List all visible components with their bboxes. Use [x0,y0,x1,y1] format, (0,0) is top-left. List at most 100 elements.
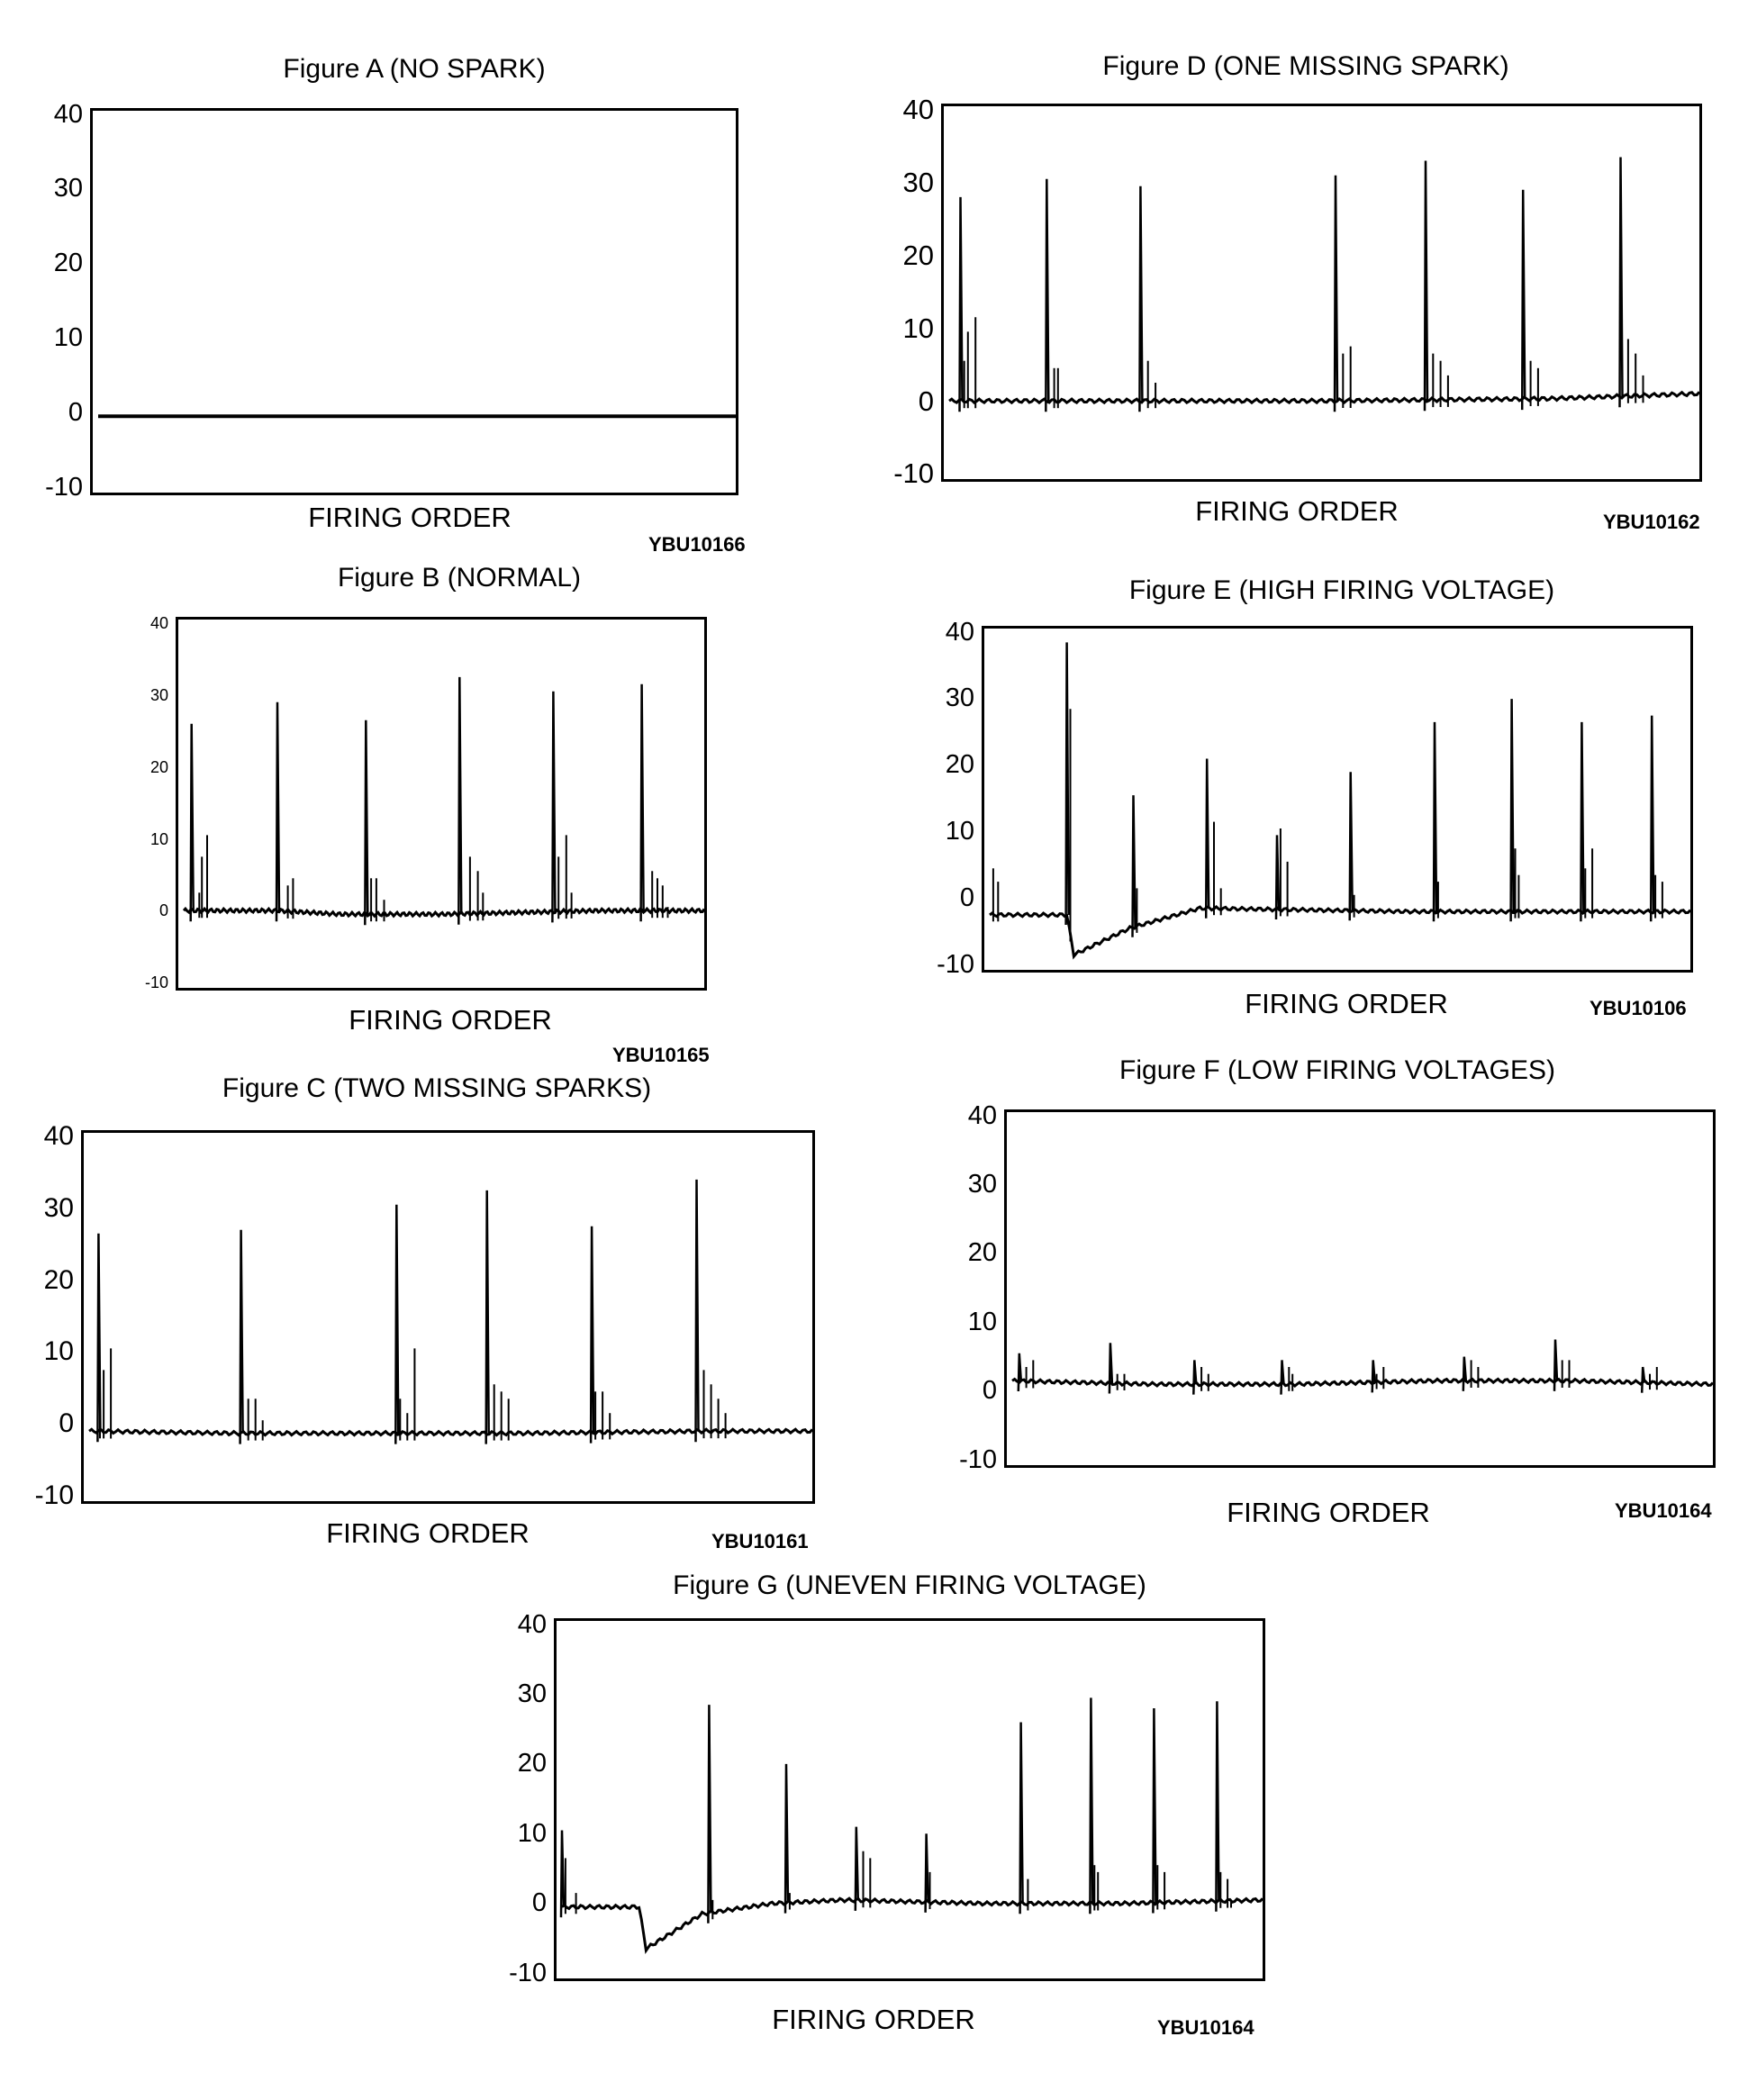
figure-code-g: YBU10164 [1157,2016,1254,2039]
chart-title-d: Figure D (ONE MISSING SPARK) [1102,51,1509,81]
plot-area-d [941,104,1702,482]
firing-spike [1280,1360,1285,1395]
firing-spike [1138,186,1144,412]
y-tick-label: 30 [945,683,974,713]
figure-code-e: YBU10106 [1590,997,1687,1019]
firing-spike [854,1826,860,1911]
chart-title-e: Figure E (HIGH FIRING VOLTAGE) [1128,575,1555,605]
firing-spike [96,1233,102,1443]
y-tick-label: 0 [531,1888,547,1918]
x-axis-label-d: FIRING ORDER [1195,495,1399,527]
y-tick-label: 40 [967,1100,997,1130]
firing-spike [783,1763,790,1914]
firing-spike [1274,835,1281,920]
firing-spike [1348,772,1354,921]
firing-spike [1045,178,1050,412]
y-tick-label: 40 [43,1121,74,1151]
y-tick-label: 40 [517,1609,547,1639]
y-tick-label: 40 [53,99,83,129]
x-axis-label-g: FIRING ORDER [772,2004,975,2035]
y-tick-label: 30 [149,686,168,704]
firing-spike [1333,175,1339,412]
baseline-trace [182,906,706,919]
firing-spike [1017,1353,1023,1392]
y-tick-label: 20 [149,757,168,776]
y-tick-label: 30 [967,1170,997,1199]
baseline-trace [989,905,1692,960]
y-tick-label: 0 [59,1408,74,1439]
y-tick-label: 0 [959,883,974,912]
firing-spike [694,1179,700,1443]
firing-spike [1131,795,1137,937]
chart-title-g: Figure G (UNEVEN FIRING VOLTAGE) [673,1570,1146,1600]
firing-spike [589,1226,595,1444]
baseline-trace [561,1896,1264,1954]
plot-area-e [982,626,1693,973]
figure-code-d: YBU10162 [1603,511,1700,533]
y-tick-label: 10 [43,1336,74,1367]
firing-spike [189,723,195,922]
waveform-svg-g [559,1697,1264,1954]
y-tick-label: -10 [959,1444,997,1474]
firing-spike [364,720,369,926]
plot-area-b [176,617,707,991]
firing-spike [1204,758,1210,919]
chart-title-f: Figure F (LOW FIRING VOLTAGES) [1119,1055,1555,1085]
waveform-svg-c [88,1179,814,1444]
x-axis-label-b: FIRING ORDER [349,1004,552,1036]
y-tick-label: 0 [918,385,934,417]
y-tick-label: 0 [158,901,168,920]
y-tick-label: -10 [509,1958,547,1987]
y-tick-label: 10 [902,312,934,344]
firing-spike [1649,715,1655,922]
firing-spike [1089,1697,1094,1914]
firing-spike [1371,1360,1376,1393]
firing-spike [958,196,964,412]
firing-spike [394,1204,400,1444]
y-tick-label: -10 [34,1480,74,1510]
plot-area-f [1004,1109,1716,1468]
waveform-svg-a [98,414,736,419]
plot-area-g [554,1618,1265,1981]
y-tick-label: 20 [945,750,974,780]
firing-spike [924,1833,929,1913]
y-tick-label: 10 [945,817,974,846]
firing-spike [239,1229,244,1444]
firing-spike [275,702,281,922]
y-tick-label: 20 [517,1749,547,1779]
figure-code-b: YBU10165 [612,1044,710,1066]
baseline-trace [88,1427,814,1437]
y-tick-label: 40 [902,94,934,126]
y-tick-label: 10 [53,323,83,352]
y-tick-label: 30 [517,1679,547,1708]
plot-area-a [90,108,738,495]
firing-spike [1553,1339,1559,1391]
firing-spike [1192,1360,1198,1395]
firing-spike [1462,1356,1468,1391]
y-tick-label: -10 [45,472,83,502]
firing-spike [1432,721,1438,922]
waveform-svg-d [948,157,1701,412]
y-tick-label: 40 [149,614,168,633]
waveform-svg-b [182,676,706,926]
firing-spike [1509,699,1515,922]
y-tick-label: 10 [517,1818,547,1848]
y-tick-label: 30 [902,167,934,199]
y-tick-label: 0 [68,397,83,427]
y-tick-label: -10 [893,457,934,490]
firing-spike [551,691,557,923]
firing-spike [1580,721,1585,922]
baseline-trace [948,390,1701,405]
firing-spike [1640,1366,1646,1393]
chart-title-b: Figure B (NORMAL) [337,563,582,593]
y-tick-label: 10 [967,1307,997,1336]
firing-spike [1423,160,1429,412]
figure-code-c: YBU10161 [711,1530,809,1552]
firing-spike [1618,157,1624,408]
firing-spike [1215,1701,1220,1912]
baseline-trace [1011,1377,1715,1388]
firing-spike [1064,642,1070,926]
y-tick-label: 20 [902,240,934,271]
firing-spike [1520,189,1526,411]
firing-spike [707,1705,712,1923]
